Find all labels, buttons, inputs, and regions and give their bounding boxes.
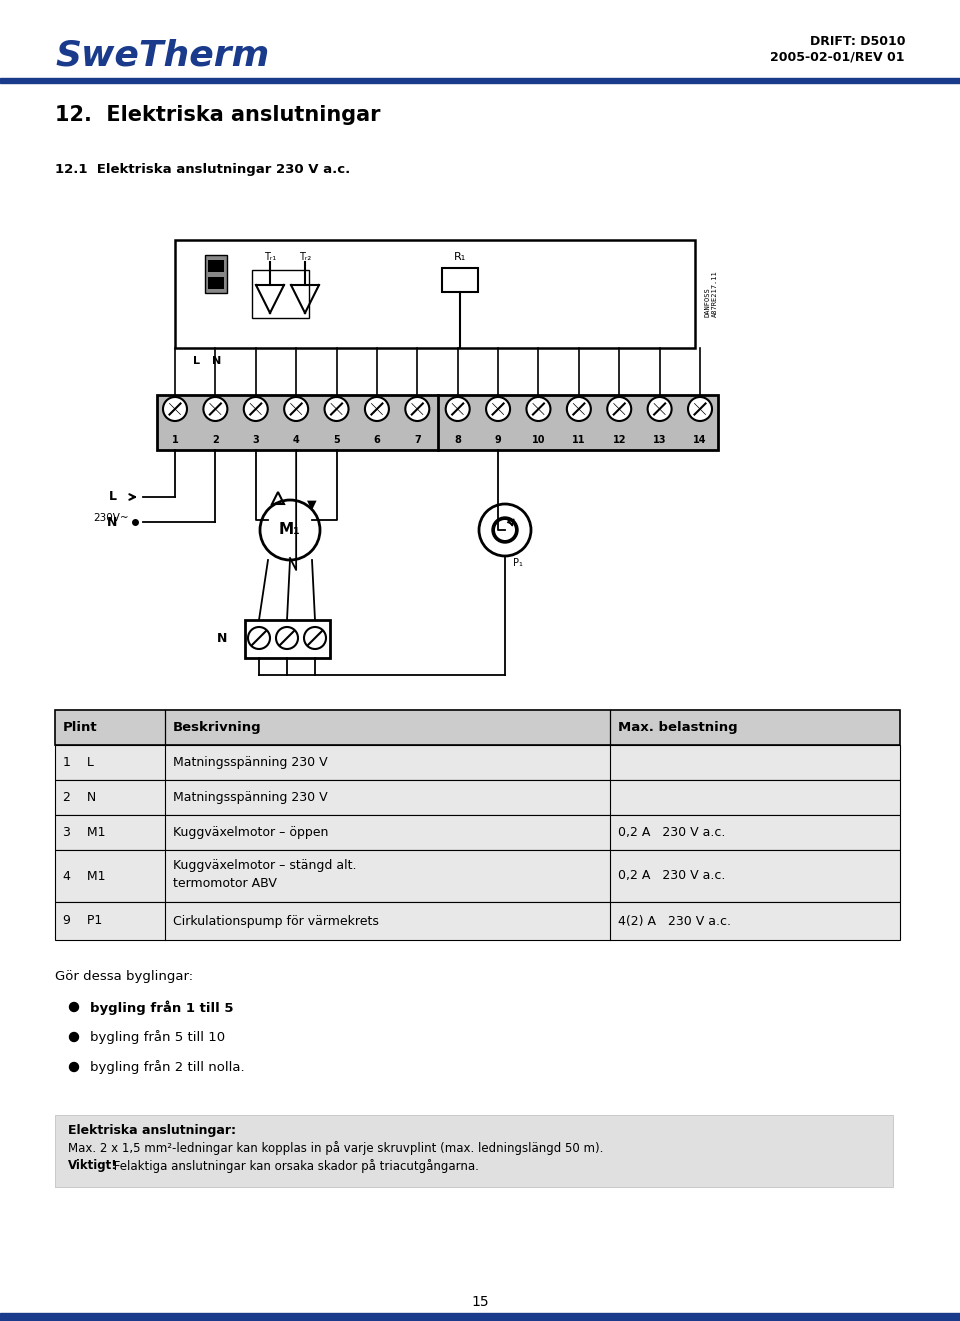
Bar: [55, 1115, 893, 1188]
Circle shape: [69, 1033, 79, 1041]
Text: bygling från 2 till nolla.: bygling från 2 till nolla.: [90, 1059, 245, 1074]
Text: N: N: [212, 355, 222, 366]
Text: 12.  Elektriska anslutningar: 12. Elektriska anslutningar: [55, 104, 380, 125]
Text: Max. 2 x 1,5 mm²-ledningar kan kopplas in på varje skruvplint (max. ledningsläng: Max. 2 x 1,5 mm²-ledningar kan kopplas i…: [68, 1141, 604, 1155]
Text: ▼: ▼: [307, 498, 317, 511]
Circle shape: [248, 627, 270, 649]
Text: 4: 4: [293, 435, 300, 445]
Text: Plint: Plint: [63, 721, 98, 734]
Text: Elektriska anslutningar:: Elektriska anslutningar:: [68, 1124, 236, 1137]
Text: 230V~: 230V~: [93, 513, 129, 523]
Bar: [55, 902, 900, 941]
Text: 9: 9: [494, 435, 501, 445]
Text: bygling från 5 till 10: bygling från 5 till 10: [90, 1030, 226, 1044]
Text: M₁: M₁: [279, 523, 300, 538]
Text: 1: 1: [172, 435, 179, 445]
Bar: [55, 849, 900, 902]
Text: Kuggväxelmotor – stängd alt.: Kuggväxelmotor – stängd alt.: [173, 859, 356, 872]
Text: Matningsspänning 230 V: Matningsspänning 230 V: [173, 791, 327, 804]
Bar: [442, 268, 478, 292]
Text: Matningsspänning 230 V: Matningsspänning 230 V: [173, 756, 327, 769]
Circle shape: [69, 1003, 79, 1012]
Text: 0,2 A   230 V a.c.: 0,2 A 230 V a.c.: [618, 826, 726, 839]
Text: Gör dessa byglingar:: Gör dessa byglingar:: [55, 970, 193, 983]
Circle shape: [479, 505, 531, 556]
Text: DANFOSS
A87RE217.11: DANFOSS A87RE217.11: [705, 271, 718, 317]
Text: 8: 8: [454, 435, 461, 445]
Text: N: N: [217, 631, 227, 645]
Circle shape: [688, 398, 712, 421]
Text: 7: 7: [414, 435, 420, 445]
Text: 2005-02-01/REV 01: 2005-02-01/REV 01: [771, 50, 905, 63]
Text: 2    N: 2 N: [63, 791, 96, 804]
Bar: [208, 260, 224, 272]
Text: P₁: P₁: [513, 557, 523, 568]
Text: Felaktiga anslutningar kan orsaka skador på triacutgångarna.: Felaktiga anslutningar kan orsaka skador…: [110, 1159, 479, 1173]
Bar: [157, 395, 718, 450]
Text: R₁: R₁: [454, 252, 467, 262]
Text: Tᵣ₂: Tᵣ₂: [299, 252, 311, 262]
Text: Kuggväxelmotor – öppen: Kuggväxelmotor – öppen: [173, 826, 328, 839]
Text: 4    M1: 4 M1: [63, 869, 106, 882]
Text: 14: 14: [693, 435, 707, 445]
Circle shape: [163, 398, 187, 421]
Text: SweTherm: SweTherm: [55, 38, 269, 73]
Circle shape: [566, 398, 590, 421]
Text: 12: 12: [612, 435, 626, 445]
Circle shape: [365, 398, 389, 421]
Text: bygling från 1 till 5: bygling från 1 till 5: [90, 1000, 233, 1015]
Circle shape: [260, 501, 320, 560]
Text: termomotor ABV: termomotor ABV: [173, 877, 276, 890]
Circle shape: [526, 398, 550, 421]
Circle shape: [492, 517, 518, 543]
Circle shape: [276, 627, 298, 649]
Circle shape: [69, 1062, 79, 1071]
Circle shape: [648, 398, 672, 421]
Bar: [205, 255, 227, 293]
Text: 3: 3: [252, 435, 259, 445]
Text: 11: 11: [572, 435, 586, 445]
Text: 5: 5: [333, 435, 340, 445]
Text: Cirkulationspump för värmekrets: Cirkulationspump för värmekrets: [173, 914, 379, 927]
Text: 12.1  Elektriska anslutningar 230 V a.c.: 12.1 Elektriska anslutningar 230 V a.c.: [55, 162, 350, 176]
Circle shape: [405, 398, 429, 421]
Text: L: L: [109, 490, 117, 503]
Bar: [55, 779, 900, 815]
Text: 13: 13: [653, 435, 666, 445]
Text: Tᵣ₁: Tᵣ₁: [264, 252, 276, 262]
Bar: [0, 1313, 960, 1321]
Text: 15: 15: [471, 1295, 489, 1309]
Text: N: N: [107, 515, 117, 528]
Text: 2: 2: [212, 435, 219, 445]
Circle shape: [445, 398, 469, 421]
Text: 9    P1: 9 P1: [63, 914, 103, 927]
Circle shape: [204, 398, 228, 421]
Text: DRIFT: D5010: DRIFT: D5010: [809, 34, 905, 48]
Circle shape: [324, 398, 348, 421]
Text: 0,2 A   230 V a.c.: 0,2 A 230 V a.c.: [618, 869, 726, 882]
Text: Max. belastning: Max. belastning: [618, 721, 737, 734]
Text: Beskrivning: Beskrivning: [173, 721, 262, 734]
Bar: [175, 240, 695, 347]
Bar: [0, 78, 960, 83]
Circle shape: [244, 398, 268, 421]
Circle shape: [608, 398, 632, 421]
Text: 1    L: 1 L: [63, 756, 94, 769]
Bar: [245, 620, 330, 658]
Bar: [55, 745, 900, 779]
Text: 10: 10: [532, 435, 545, 445]
Bar: [55, 709, 900, 745]
Text: 3    M1: 3 M1: [63, 826, 106, 839]
Circle shape: [304, 627, 326, 649]
Text: 4(2) A   230 V a.c.: 4(2) A 230 V a.c.: [618, 914, 731, 927]
Text: L: L: [194, 355, 201, 366]
Text: Viktigt!: Viktigt!: [68, 1159, 118, 1172]
Circle shape: [284, 398, 308, 421]
Text: 6: 6: [373, 435, 380, 445]
Bar: [55, 815, 900, 849]
Circle shape: [486, 398, 510, 421]
Bar: [252, 269, 309, 318]
Circle shape: [495, 520, 515, 540]
Bar: [208, 277, 224, 289]
